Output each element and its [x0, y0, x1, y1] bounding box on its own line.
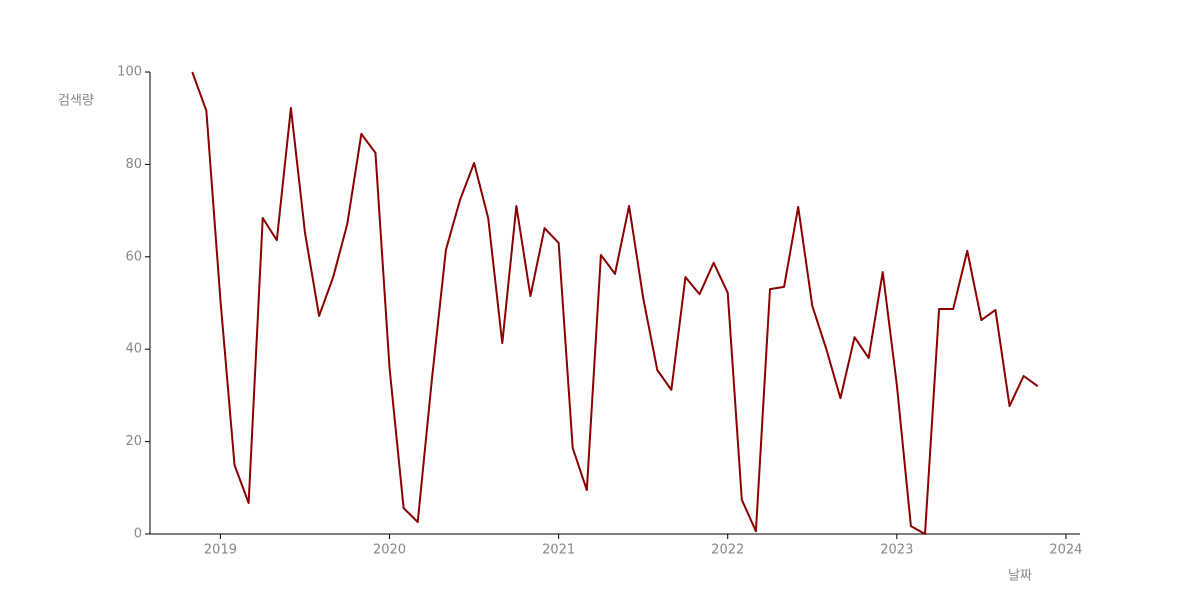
- x-tick-label: 2022: [711, 543, 744, 558]
- y-tick-label: 20: [125, 434, 142, 449]
- y-axis-label: 검색량: [58, 94, 94, 109]
- y-tick-label: 100: [117, 65, 142, 80]
- y-tick-label: 40: [125, 342, 142, 357]
- x-tick-label: 2023: [880, 543, 913, 558]
- x-tick-label: 2021: [542, 543, 575, 558]
- x-axis-label: 날짜: [1008, 569, 1032, 584]
- y-tick-label: 80: [125, 157, 142, 172]
- data-line: [191, 71, 1039, 535]
- y-tick-label: 60: [125, 249, 142, 264]
- x-tick-label: 2020: [373, 543, 406, 558]
- x-tick-label: 2019: [204, 543, 237, 558]
- x-tick-label: 2024: [1049, 543, 1082, 558]
- y-tick-label: 0: [134, 527, 142, 542]
